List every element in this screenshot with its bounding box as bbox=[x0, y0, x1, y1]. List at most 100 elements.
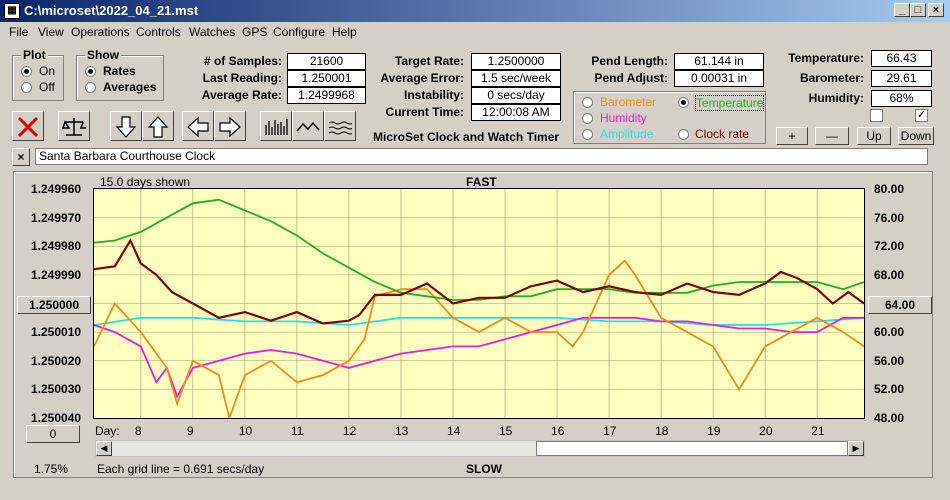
plot-off-radio[interactable] bbox=[21, 82, 32, 93]
scroll-right-arrow-icon[interactable]: ▶ bbox=[848, 441, 864, 456]
series-line-2 bbox=[93, 259, 865, 422]
humidity-label: Humidity: bbox=[808, 91, 864, 105]
menu-controls[interactable]: Controls bbox=[136, 25, 181, 39]
day-tick-label: 11 bbox=[290, 424, 304, 438]
right-axis-tick-label: 48.00 bbox=[874, 411, 905, 425]
minimize-button[interactable]: _ bbox=[894, 3, 910, 17]
line-graph-icon bbox=[296, 121, 320, 132]
days-shown-label: 15.0 days shown bbox=[100, 175, 191, 189]
day-tick-label: 20 bbox=[759, 424, 773, 438]
pend-adjust-value: 0.00031 in bbox=[674, 70, 764, 87]
plot-off-label: Off bbox=[39, 80, 55, 94]
scale-up-button[interactable]: Up bbox=[857, 127, 891, 145]
average-error-value: 1.5 sec/week bbox=[471, 70, 561, 87]
amplitude-radio[interactable] bbox=[582, 129, 593, 140]
plot-group: Plot On Off bbox=[12, 48, 64, 101]
samples-value: 21600 bbox=[287, 53, 366, 70]
bars-view-button[interactable] bbox=[260, 111, 292, 141]
humidity-radio[interactable] bbox=[582, 113, 593, 124]
clear-name-button[interactable]: × bbox=[12, 148, 30, 166]
day-tick-label: 15 bbox=[499, 424, 513, 438]
app-caption: MicroSet Clock and Watch Timer bbox=[373, 130, 560, 144]
right-axis-tick-label: 56.00 bbox=[874, 353, 905, 368]
day-tick-label: 9 bbox=[186, 424, 194, 438]
close-button[interactable]: × bbox=[928, 3, 944, 17]
grid-note: Each grid line = 0.691 secs/day bbox=[97, 462, 265, 476]
red-x-icon bbox=[17, 116, 39, 138]
right-arrow-button[interactable] bbox=[214, 111, 246, 141]
left-arrow-button[interactable] bbox=[182, 111, 214, 141]
series-line-4 bbox=[93, 316, 865, 326]
left-axis-tick-label: 1.250040 bbox=[31, 411, 82, 425]
center-rate-button[interactable]: 1.250000 bbox=[17, 296, 91, 314]
last-reading-label: Last Reading: bbox=[202, 71, 282, 85]
series-line-3 bbox=[93, 316, 864, 399]
right-axis-tick-label: 68.00 bbox=[874, 267, 905, 282]
wave-view-button[interactable] bbox=[324, 111, 356, 141]
average-rate-label: Average Rate: bbox=[201, 88, 282, 102]
day-tick-label: 12 bbox=[342, 424, 357, 438]
wave-lines-icon bbox=[328, 121, 352, 135]
left-axis-tick-label: 1.250030 bbox=[31, 382, 82, 397]
menu-file[interactable]: File bbox=[9, 25, 29, 39]
balance-button[interactable] bbox=[58, 111, 90, 141]
last-reading-value: 1.250001 bbox=[287, 70, 366, 87]
clock-name-field[interactable]: Santa Barbara Courthouse Clock bbox=[35, 148, 928, 165]
pend-length-label: Pend Length: bbox=[591, 54, 668, 68]
left-axis-tick-label: 1.250010 bbox=[31, 325, 82, 340]
checkbox-left[interactable] bbox=[870, 109, 883, 122]
balance-scale-icon bbox=[62, 118, 86, 136]
day-tick-label: 16 bbox=[551, 424, 565, 438]
scale-down-button[interactable]: Down bbox=[898, 127, 934, 145]
down-arrow-button[interactable] bbox=[110, 111, 142, 141]
amplitude-option: Amplitude bbox=[600, 127, 654, 141]
show-rates-radio[interactable] bbox=[85, 66, 96, 77]
current-time-value: 12:00:08 AM bbox=[471, 104, 561, 121]
instability-label: Instability: bbox=[403, 88, 464, 102]
title-bar[interactable]: ▦ C:\microset\2022_04_21.mst _ □ × bbox=[0, 0, 950, 22]
barometer-label: Barometer: bbox=[799, 71, 864, 85]
temperature-radio[interactable] bbox=[678, 97, 689, 108]
scroll-thumb[interactable] bbox=[536, 441, 848, 456]
left-axis-tick-label: 1.249980 bbox=[31, 239, 82, 254]
menu-gps[interactable]: GPS bbox=[242, 25, 268, 39]
temperature-label: Temperature: bbox=[788, 51, 864, 65]
clear-button[interactable] bbox=[12, 111, 44, 141]
app-icon: ▦ bbox=[4, 3, 20, 19]
average-error-label: Average Error: bbox=[380, 71, 464, 85]
arrow-left-icon bbox=[187, 116, 209, 138]
line-view-button[interactable] bbox=[292, 111, 324, 141]
maximize-button[interactable]: □ bbox=[910, 3, 926, 17]
menu-operations[interactable]: Operations bbox=[71, 25, 130, 39]
show-averages-radio[interactable] bbox=[85, 82, 96, 93]
bar-graph-icon bbox=[265, 119, 288, 135]
average-rate-value: 1.2499968 bbox=[287, 87, 366, 104]
right-axis-tick-label: 72.00 bbox=[874, 239, 905, 254]
scale-plus-button[interactable]: + bbox=[776, 127, 808, 145]
right-axis-tick-label: 60.00 bbox=[874, 325, 905, 340]
menu-bar: File View Operations Controls Watches GP… bbox=[0, 22, 950, 42]
rate-plot-svg bbox=[93, 189, 865, 422]
scroll-left-arrow-icon[interactable]: ◀ bbox=[96, 441, 112, 456]
plot-on-radio[interactable] bbox=[21, 66, 32, 77]
fast-label: FAST bbox=[466, 175, 497, 189]
menu-view[interactable]: View bbox=[38, 25, 64, 39]
temperature-value: 66.43 bbox=[871, 50, 932, 67]
left-axis-tick-label: 1.250020 bbox=[31, 353, 82, 368]
clock-rate-radio[interactable] bbox=[678, 129, 689, 140]
up-arrow-button[interactable] bbox=[142, 111, 174, 141]
menu-watches[interactable]: Watches bbox=[189, 25, 236, 39]
center-temp-button[interactable]: 64.00 bbox=[868, 296, 932, 314]
show-averages-label: Averages bbox=[103, 80, 157, 94]
menu-help[interactable]: Help bbox=[332, 25, 357, 39]
checkbox-right[interactable]: ✓ bbox=[915, 109, 928, 122]
plot-area[interactable] bbox=[93, 188, 865, 422]
zero-button[interactable]: 0 bbox=[26, 425, 80, 443]
menu-configure[interactable]: Configure bbox=[273, 25, 326, 39]
barometer-radio[interactable] bbox=[582, 97, 593, 108]
show-group: Show Rates Averages bbox=[76, 48, 164, 101]
sensor-select-box: Barometer Temperature Humidity Amplitude… bbox=[573, 91, 766, 144]
scale-minus-button[interactable]: — bbox=[815, 127, 849, 145]
horizontal-scrollbar[interactable]: ◀ ▶ bbox=[95, 440, 865, 457]
day-tick-label: 21 bbox=[811, 424, 825, 438]
